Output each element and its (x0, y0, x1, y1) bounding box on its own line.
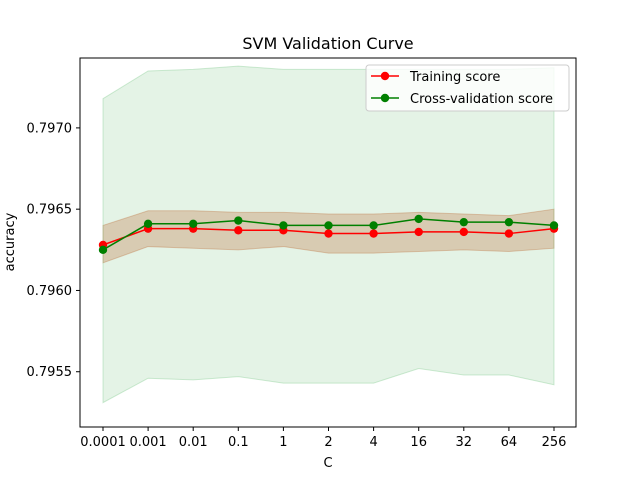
y-tick-label: 0.7970 (27, 121, 73, 136)
legend-label-training: Training score (409, 70, 500, 85)
x-tick-label: 0.0001 (80, 435, 126, 450)
x-axis-label: C (323, 456, 332, 471)
point-cross-validation (279, 221, 288, 230)
point-cross-validation (504, 217, 514, 227)
point-cross-validation (98, 245, 108, 255)
x-axis-ticks: 0.0001 0.001 0.01 0.1 1 2 4 16 32 64 256 (80, 427, 566, 450)
point-cross-validation (414, 214, 423, 224)
point-training (414, 227, 423, 237)
y-tick-label: 0.7965 (27, 203, 73, 218)
x-tick-label: 0.1 (228, 435, 249, 450)
point-cross-validation (459, 217, 468, 227)
legend-label-cross-validation: Cross-validation score (410, 92, 553, 107)
y-tick-label: 0.7960 (27, 284, 73, 299)
y-axis-label: accuracy (3, 212, 18, 271)
point-cross-validation (369, 221, 378, 230)
legend-box (365, 64, 570, 112)
x-tick-label: 4 (369, 435, 377, 450)
x-tick-label: 0.01 (179, 435, 208, 450)
point-training (234, 226, 243, 235)
point-cross-validation (189, 219, 198, 229)
point-training (504, 229, 514, 238)
series-points (98, 214, 559, 255)
y-tick-label: 0.7955 (27, 365, 73, 380)
legend-marker-training (380, 71, 390, 81)
legend-marker-cross-validation (380, 93, 390, 103)
x-tick-label: 1 (279, 435, 287, 450)
point-training (324, 229, 333, 238)
x-tick-label: 2 (324, 435, 332, 450)
point-cross-validation (549, 221, 559, 230)
point-cross-validation (234, 216, 243, 225)
legend: Training score Cross-validation score (365, 64, 570, 112)
y-axis-ticks: 0.7955 0.7960 0.7965 0.7970 (27, 121, 80, 380)
x-tick-label: 32 (456, 435, 473, 450)
x-tick-label: 64 (501, 435, 518, 450)
point-training (369, 229, 378, 238)
x-tick-label: 256 (542, 435, 567, 450)
x-tick-label: 0.001 (129, 435, 166, 450)
x-tick-label: 16 (410, 435, 427, 450)
point-cross-validation (324, 221, 333, 230)
point-training (459, 227, 468, 237)
chart-title: SVM Validation Curve (242, 34, 413, 53)
point-cross-validation (143, 219, 153, 229)
